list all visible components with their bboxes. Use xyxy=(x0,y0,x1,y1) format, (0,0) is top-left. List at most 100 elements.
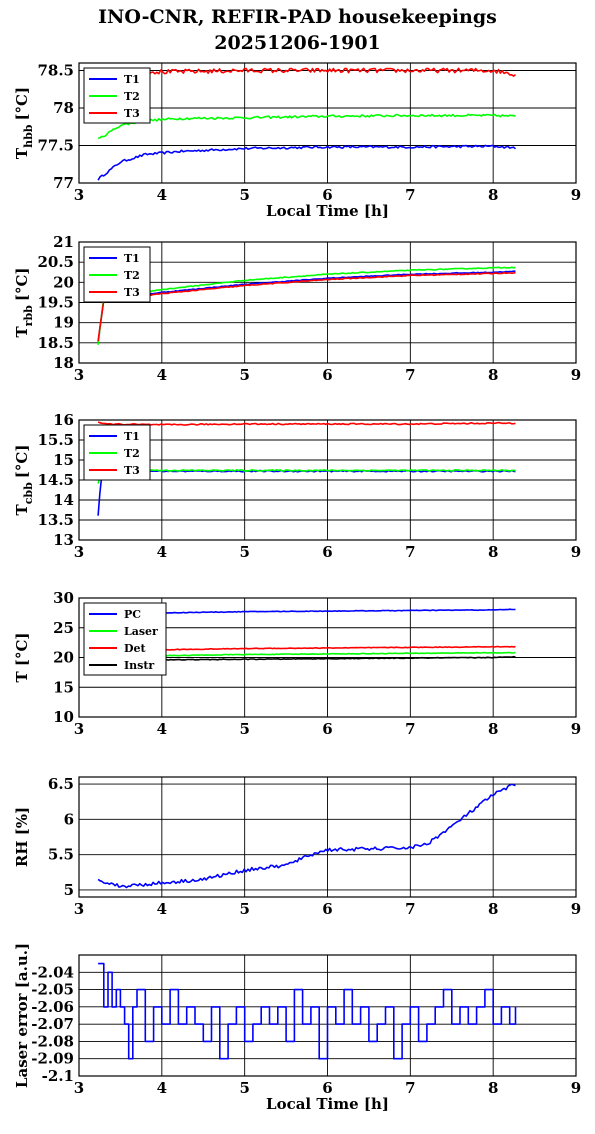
x-tick-label: 8 xyxy=(488,366,498,384)
chart-cbb: 3 4 5 6 7 8 9 13 13.5 14 14.5 15 15.5 16 Tcbb[°C] T1 T2 T… xyxy=(13,411,581,561)
x-tick-label: 3 xyxy=(74,366,84,384)
x-tick-label: 3 xyxy=(74,186,84,204)
series-line-pc xyxy=(98,608,516,616)
y-tick-label: 5 xyxy=(64,881,74,899)
x-tick-label: 5 xyxy=(239,900,249,918)
series-line-t2 xyxy=(97,468,516,484)
x-tick-label: 9 xyxy=(571,543,581,561)
y-tick-label: -2.08 xyxy=(31,1032,74,1050)
series-line-t2 xyxy=(97,113,516,140)
y-tick-label: -2.1 xyxy=(42,1067,74,1085)
legend-label: T3 xyxy=(124,286,140,299)
y-tick-label: 20 xyxy=(53,649,74,667)
x-tick-label: 5 xyxy=(239,720,249,738)
y-tick-label: 5.5 xyxy=(48,846,74,864)
legend-label: T2 xyxy=(124,447,140,460)
x-tick-label: 9 xyxy=(571,1079,581,1097)
x-tick-label: 4 xyxy=(157,543,167,561)
x-tick-label: 6 xyxy=(322,366,332,384)
y-tick-label: 20.5 xyxy=(37,253,74,271)
plot-frame xyxy=(78,241,577,364)
legend-label: Det xyxy=(124,642,147,655)
plot-frame xyxy=(78,597,577,718)
x-tick-label: 3 xyxy=(74,720,84,738)
x-tick-label: 4 xyxy=(157,720,167,738)
y-axis-label: Thbb[°C] xyxy=(13,87,35,159)
x-tick-label: 8 xyxy=(488,1079,498,1097)
y-axis-label: Tcbb[°C] xyxy=(13,445,35,516)
x-tick-label: 8 xyxy=(488,186,498,204)
y-tick-label: 21 xyxy=(53,233,74,251)
y-tick-label: 15 xyxy=(53,678,74,696)
y-tick-label: 15.5 xyxy=(37,431,74,449)
x-tick-label: 3 xyxy=(74,900,84,918)
series-line-rh xyxy=(97,783,516,889)
x-tick-label: 3 xyxy=(74,543,84,561)
x-tick-label: 7 xyxy=(405,720,415,738)
y-tick-label: 77.5 xyxy=(37,137,74,155)
plot-frame xyxy=(78,776,577,898)
x-tick-label: 8 xyxy=(488,900,498,918)
x-tick-label: 4 xyxy=(157,186,167,204)
x-tick-label: 3 xyxy=(74,1079,84,1097)
series-line-t1 xyxy=(97,270,516,343)
x-tick-label: 8 xyxy=(488,543,498,561)
series-line-det xyxy=(98,645,516,653)
x-tick-label: 7 xyxy=(405,186,415,204)
x-tick-label: 6 xyxy=(322,720,332,738)
y-tick-label: 18 xyxy=(53,354,74,372)
x-tick-label: 5 xyxy=(239,543,249,561)
y-tick-label: -2.04 xyxy=(31,963,74,981)
x-tick-label: 5 xyxy=(239,366,249,384)
y-tick-label: 78.5 xyxy=(37,62,74,80)
y-tick-label: 25 xyxy=(53,619,74,637)
y-tick-label: 6 xyxy=(64,810,74,828)
y-tick-label: 15 xyxy=(53,451,74,469)
y-tick-label: 77 xyxy=(53,174,74,192)
y-tick-label: 30 xyxy=(53,589,74,607)
x-tick-label: 7 xyxy=(405,1079,415,1097)
series-line-t1 xyxy=(97,144,517,181)
y-tick-label: -2.09 xyxy=(31,1050,74,1068)
y-tick-label: 13 xyxy=(53,531,74,549)
y-axis-label: Laser error [a.u.] xyxy=(13,943,31,1088)
x-tick-label: 6 xyxy=(322,1079,332,1097)
x-tick-label: 7 xyxy=(405,900,415,918)
y-tick-label: 18.5 xyxy=(37,334,74,352)
y-tick-label: -2.06 xyxy=(31,998,74,1016)
legend-label: T1 xyxy=(124,430,140,443)
legend-label: Laser xyxy=(124,625,158,638)
page-title: INO-CNR, REFIR-PAD housekeepings 2025120… xyxy=(0,4,595,56)
legend-label: PC xyxy=(124,608,141,621)
legend-label: T3 xyxy=(124,107,140,120)
chart-temps: 3 4 5 6 7 8 9 10 15 20 25 30 T [°C] PC Laser Det Instr xyxy=(13,589,581,738)
y-tick-label: 6.5 xyxy=(48,775,74,793)
y-tick-label: -2.05 xyxy=(31,981,74,999)
x-tick-label: 9 xyxy=(571,900,581,918)
x-axis-label: Local Time [h] xyxy=(266,202,389,220)
x-tick-label: 7 xyxy=(405,366,415,384)
legend-label: Instr xyxy=(124,659,154,672)
y-tick-label: 13.5 xyxy=(37,511,74,529)
x-tick-label: 9 xyxy=(571,366,581,384)
x-tick-label: 9 xyxy=(571,720,581,738)
series-line-t3 xyxy=(97,271,516,342)
legend-label: T2 xyxy=(124,90,140,103)
series-line-laser xyxy=(98,651,516,660)
x-tick-label: 8 xyxy=(488,720,498,738)
y-tick-label: 19.5 xyxy=(37,294,74,312)
x-tick-label: 5 xyxy=(239,1079,249,1097)
y-tick-label: 16 xyxy=(53,411,74,429)
x-tick-label: 4 xyxy=(157,1079,167,1097)
chart-rh: 3 4 5 6 7 8 9 5 5.5 6 6.5 RH [%] xyxy=(13,775,581,918)
y-axis-label: T [°C] xyxy=(13,632,31,682)
y-tick-label: 19 xyxy=(53,314,74,332)
legend-label: T3 xyxy=(124,464,140,477)
y-tick-label: 14 xyxy=(53,491,74,509)
y-tick-label: 20 xyxy=(53,273,74,291)
x-tick-label: 4 xyxy=(157,900,167,918)
series-line-t3 xyxy=(97,421,516,426)
x-tick-label: 6 xyxy=(322,543,332,561)
series-line-t3 xyxy=(97,67,516,77)
